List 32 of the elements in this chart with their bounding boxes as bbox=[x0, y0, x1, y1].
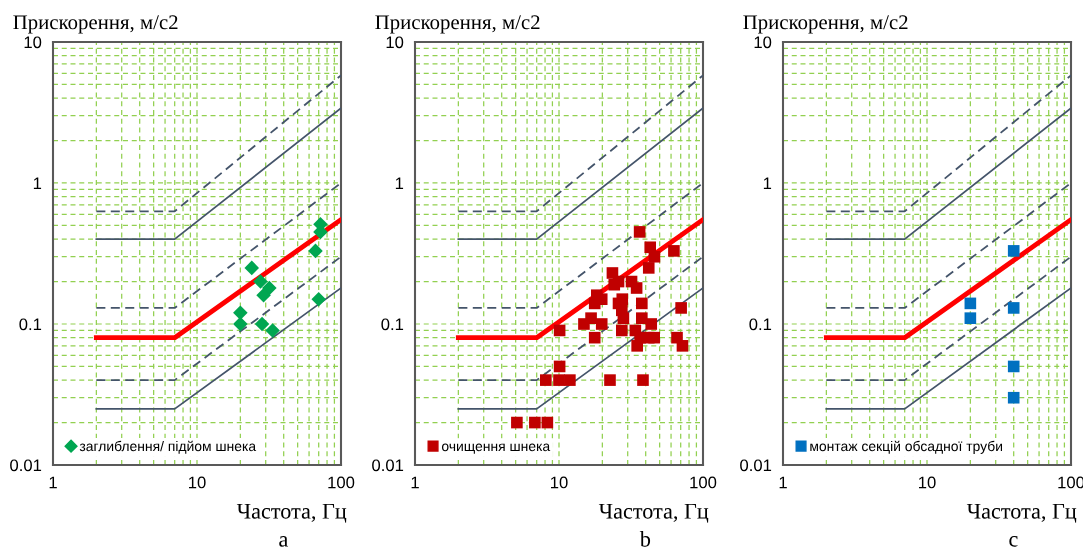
y-tick-label: 1 bbox=[395, 177, 404, 190]
x-tick-label: 10 bbox=[919, 476, 936, 489]
x-tick-label: 1 bbox=[411, 476, 419, 489]
y-tick-label: 10 bbox=[386, 36, 404, 49]
y-tick-label: 0.1 bbox=[381, 318, 404, 331]
x-tick-label: 10 bbox=[189, 476, 206, 489]
x-tick-label: 100 bbox=[690, 476, 717, 489]
y-axis-title: Прискорення, м/с2 bbox=[743, 15, 908, 34]
y-tick-label: 0.1 bbox=[749, 318, 772, 331]
x-axis-title: Частота, Гц bbox=[236, 503, 347, 523]
x-axis-title: Частота, Гц bbox=[966, 503, 1077, 523]
y-tick-label: 0.01 bbox=[740, 459, 772, 472]
text: a bbox=[279, 536, 289, 547]
text: b bbox=[639, 531, 651, 547]
x-tick-label: 100 bbox=[328, 476, 355, 489]
y-tick-label: 0.01 bbox=[10, 459, 42, 472]
x-tick-label: 10 bbox=[551, 476, 568, 489]
y-tick-label: 0.01 bbox=[372, 459, 404, 472]
x-tick-label: 1 bbox=[779, 476, 787, 489]
y-axis-title: Прискорення, м/с2 bbox=[375, 15, 540, 34]
legend-label: заглиблення/ підйом шнека bbox=[79, 440, 257, 454]
y-tick-label: 1 bbox=[33, 177, 42, 190]
x-axis-title: Частота, Гц bbox=[598, 503, 709, 523]
x-tick-label: 1 bbox=[49, 476, 57, 489]
y-tick-label: 10 bbox=[24, 36, 42, 49]
text: c bbox=[1009, 536, 1018, 547]
y-axis-title: Прискорення, м/с2 bbox=[13, 15, 178, 34]
legend-label: очищення шнека bbox=[441, 443, 551, 454]
legend-label: монтаж секцій обсадної труби bbox=[810, 440, 1002, 454]
y-tick-label: 1 bbox=[763, 177, 772, 190]
y-tick-label: 0.1 bbox=[19, 318, 42, 331]
y-tick-label: 10 bbox=[754, 36, 772, 49]
